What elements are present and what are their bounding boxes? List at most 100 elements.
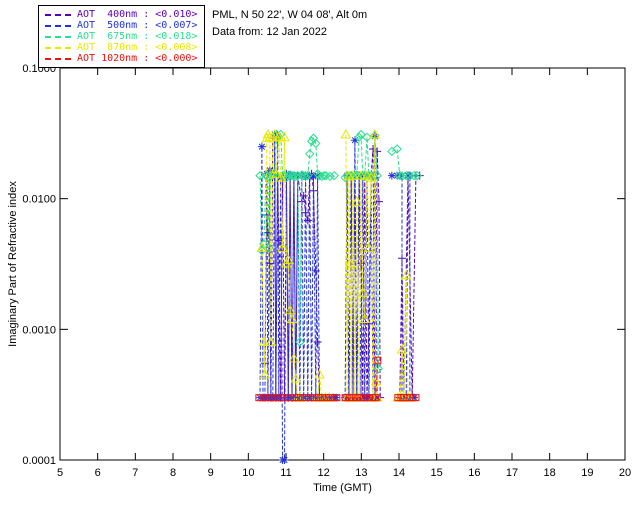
series-AOT-1020nm-marker: [291, 394, 299, 402]
x-tick-label: 11: [280, 467, 291, 479]
series-AOT-400nm-marker: [369, 144, 378, 153]
series-AOT-675nm-marker: [395, 170, 405, 181]
title-block: PML, N 50 22', W 04 08', Alt 0m Data fro…: [212, 7, 367, 41]
x-tick-label: 9: [208, 467, 214, 479]
series-AOT-675nm-marker: [285, 170, 295, 180]
series-AOT-1020nm-marker: [318, 394, 326, 402]
series-AOT-675nm-marker: [311, 138, 321, 149]
series-AOT-1020nm-marker: [374, 356, 382, 364]
series-AOT-870nm-marker: [363, 242, 375, 252]
series-AOT-870nm-marker: [275, 172, 287, 182]
x-tick-label: 15: [431, 467, 443, 479]
series-AOT-1020nm-line: [345, 360, 379, 399]
series-AOT-500nm-line: [391, 175, 415, 399]
y-tick-label: 0.0100: [22, 194, 56, 206]
series-AOT-1020nm-marker: [372, 394, 380, 402]
x-tick-label: 19: [581, 467, 593, 479]
legend-box: AOT 400nm : <0.010> AOT 500nm : <0.007> …: [38, 5, 206, 68]
series-AOT-675nm-marker: [409, 170, 419, 181]
legend-dash-400nm-icon: [45, 13, 71, 16]
series-AOT-1020nm-marker: [357, 394, 365, 402]
series-AOT-870nm-marker: [343, 170, 355, 181]
series-AOT-1020nm-marker: [287, 394, 295, 402]
x-tick-label: 6: [95, 467, 101, 479]
series-AOT-1020nm-marker: [361, 394, 369, 402]
series-AOT-870nm-marker: [286, 313, 298, 323]
series-AOT-675nm-marker: [295, 337, 305, 347]
series-AOT-675nm-marker: [412, 170, 422, 181]
series-AOT-500nm-marker: [313, 171, 322, 180]
series-AOT-870nm-marker: [258, 336, 270, 346]
series-AOT-1020nm-marker: [322, 394, 330, 402]
series-AOT-500nm-marker: [309, 172, 318, 181]
series-AOT-500nm-line: [259, 134, 337, 461]
legend-dash-675nm-icon: [45, 35, 71, 38]
series-AOT-870nm-marker: [365, 172, 377, 182]
series-AOT-500nm-marker: [387, 171, 396, 180]
legend-label-870nm: AOT 870nm : <0.008>: [77, 42, 198, 53]
series-AOT-675nm-marker: [405, 170, 415, 181]
series-AOT-500nm-marker: [393, 171, 402, 180]
series-AOT-1020nm-marker: [326, 394, 334, 402]
series-AOT-1020nm-marker: [275, 394, 283, 402]
series-AOT-870nm-marker: [355, 170, 367, 180]
series-AOT-1020nm-marker: [259, 394, 267, 402]
series-AOT-1020nm-marker: [267, 394, 275, 402]
series-AOT-675nm-marker: [300, 171, 311, 182]
y-axis-title: Imaginary Part of Refractive index: [7, 181, 19, 347]
series-AOT-1020nm-marker: [333, 394, 341, 402]
x-tick-label: 18: [544, 467, 556, 479]
y-tick-label: 0.0010: [22, 324, 56, 336]
series-AOT-870nm-marker: [265, 336, 277, 346]
series-AOT-870nm-marker: [273, 131, 285, 142]
series-AOT-500nm-marker: [332, 393, 341, 402]
series-AOT-500nm-marker: [364, 393, 373, 402]
series-AOT-1020nm-marker: [302, 394, 310, 402]
series-AOT-675nm-marker: [319, 170, 329, 181]
legend-label-500nm: AOT 500nm : <0.007>: [77, 20, 198, 31]
series-AOT-675nm-marker: [314, 170, 325, 181]
x-axis-title: Time (GMT): [313, 482, 372, 494]
legend-item-870nm: AOT 870nm : <0.008>: [45, 42, 197, 53]
series-AOT-675nm-marker: [356, 129, 366, 140]
date-subtitle: Data from: 12 Jan 2022: [212, 26, 327, 38]
series-AOT-870nm-marker: [271, 168, 282, 178]
series-AOT-500nm-marker: [358, 171, 367, 180]
legend-item-1020nm: AOT 1020nm : <0.000>: [45, 53, 197, 64]
legend-dash-870nm-icon: [45, 46, 71, 49]
series-AOT-675nm-marker: [289, 170, 299, 181]
series-AOT-1020nm-marker: [263, 394, 271, 402]
legend-label-400nm: AOT 400nm : <0.010>: [77, 9, 198, 20]
series-AOT-1020nm-marker: [314, 394, 322, 402]
series-AOT-675nm-marker: [397, 171, 407, 182]
series-AOT-400nm-marker: [299, 191, 308, 200]
x-tick-label: 5: [57, 467, 63, 479]
legend-item-400nm: AOT 400nm : <0.010>: [45, 9, 197, 20]
series-AOT-400nm-marker: [375, 197, 384, 206]
series-AOT-870nm-marker: [290, 373, 302, 383]
series-AOT-1020nm-marker: [365, 394, 373, 402]
series-AOT-870nm-marker: [284, 304, 296, 315]
x-tick-label: 20: [619, 467, 631, 479]
series-AOT-870nm-marker: [369, 128, 381, 139]
series-AOT-675nm-marker: [325, 171, 335, 182]
series-AOT-500nm-marker: [280, 456, 289, 464]
x-tick-label: 7: [132, 467, 138, 479]
series-AOT-675nm-marker: [317, 171, 327, 182]
series-AOT-1020nm-marker: [306, 394, 314, 402]
x-tick-label: 8: [170, 467, 176, 479]
x-tick-label: 10: [242, 467, 254, 479]
series-AOT-870nm-marker: [396, 344, 408, 354]
x-tick-label: 14: [393, 467, 405, 479]
series-AOT-1020nm-marker: [349, 394, 357, 402]
series-AOT-400nm-marker: [274, 236, 283, 245]
series-AOT-675nm-line: [391, 148, 418, 177]
series-AOT-870nm-marker: [288, 352, 300, 363]
series-AOT-870nm-marker: [351, 196, 363, 206]
series-AOT-500nm-marker: [257, 142, 266, 151]
series-AOT-675nm-marker: [373, 363, 383, 374]
plot-box: [59, 67, 626, 461]
legend-dash-1020nm-icon: [45, 57, 71, 60]
y-tick-label: 0.0001: [22, 455, 56, 467]
